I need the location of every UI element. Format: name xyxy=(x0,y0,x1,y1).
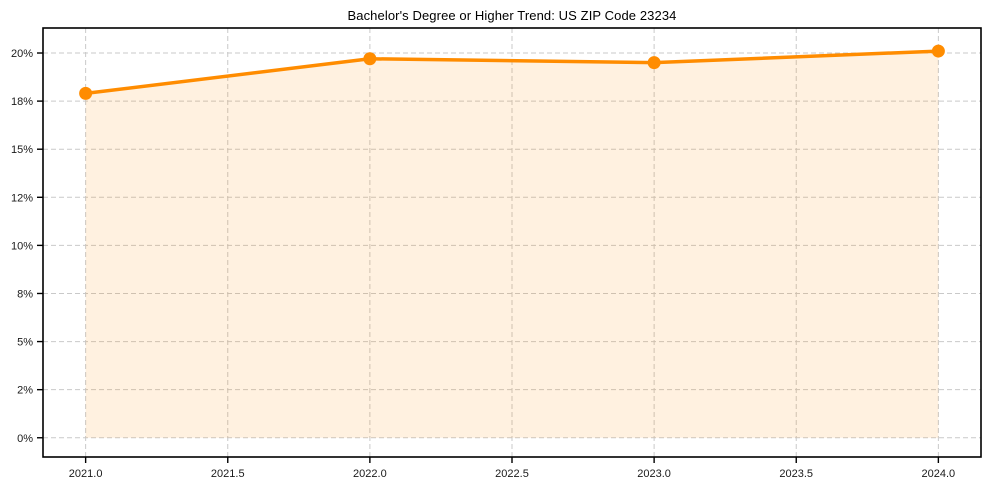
trend-line xyxy=(83,49,941,96)
area-fill xyxy=(85,51,939,438)
y-tick-label: 18% xyxy=(11,96,33,108)
y-tick-label: 12% xyxy=(11,192,33,204)
x-tick-label: 2022.0 xyxy=(353,468,387,480)
chart-title: Bachelor's Degree or Higher Trend: US ZI… xyxy=(347,8,677,23)
x-tick-label: 2023.0 xyxy=(637,468,671,480)
y-tick-label: 20% xyxy=(11,48,33,60)
y-tick-label: 5% xyxy=(17,337,33,349)
x-tick-label: 2024.0 xyxy=(922,468,956,480)
y-tick-label: 10% xyxy=(11,240,33,252)
data-point-marker xyxy=(647,56,661,70)
data-point-marker xyxy=(79,86,93,100)
x-tick-label: 2021.5 xyxy=(211,468,245,480)
y-tick-label: 8% xyxy=(17,288,33,300)
data-point-marker xyxy=(931,44,945,58)
y-tick-label: 2% xyxy=(17,385,33,397)
y-tick-label: 15% xyxy=(11,144,33,156)
x-tick-label: 2022.5 xyxy=(495,468,529,480)
x-tick-label: 2021.0 xyxy=(69,468,103,480)
y-tick-label: 0% xyxy=(17,433,33,445)
x-tick-label: 2023.5 xyxy=(779,468,813,480)
data-point-marker xyxy=(363,52,377,66)
